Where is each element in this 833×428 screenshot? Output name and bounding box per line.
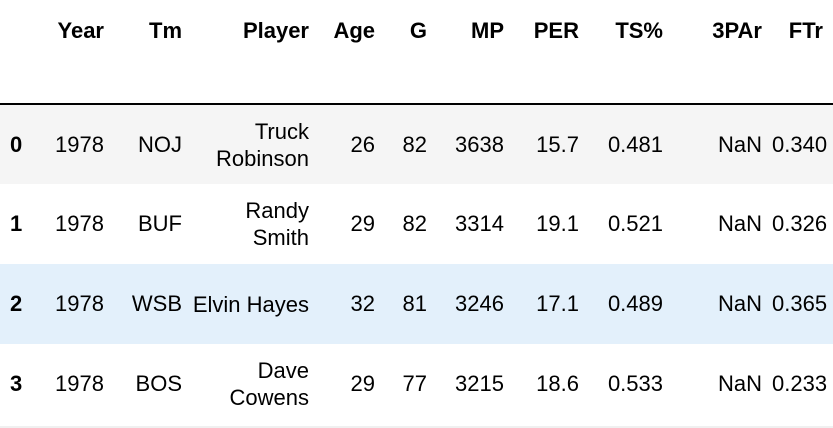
cell-ftr: 0.326 — [772, 211, 828, 236]
cell-g: 77 — [402, 371, 427, 396]
index-header — [0, 0, 34, 105]
column-header-ftr: FTr — [772, 0, 833, 105]
cell-per: 18.6 — [536, 371, 579, 396]
row-index: 0 — [10, 131, 23, 157]
column-header-year: Year — [34, 0, 114, 105]
cell-3par: NaN — [717, 131, 762, 157]
cell-g: 82 — [402, 131, 427, 157]
cell-player: Dave Cowens — [229, 358, 309, 410]
cell-tm: NOJ — [138, 131, 182, 157]
column-header-player: Player — [192, 0, 319, 105]
cell-ftr: 0.365 — [772, 291, 828, 316]
column-header-g: G — [385, 0, 437, 105]
cell-ts-pct: 0.521 — [607, 211, 663, 236]
column-header-tm: Tm — [114, 0, 192, 105]
cell-ts-pct: 0.489 — [607, 291, 663, 316]
cell-year: 1978 — [55, 291, 104, 316]
cell-tm: WSB — [131, 291, 182, 316]
cell-mp: 3215 — [455, 371, 504, 396]
cell-3par: NaN — [717, 211, 762, 236]
cell-mp: 3638 — [455, 131, 504, 157]
row-index: 1 — [10, 211, 23, 236]
cell-mp: 3246 — [455, 291, 504, 316]
cell-age: 26 — [350, 131, 375, 157]
cell-ftr: 0.233 — [772, 371, 828, 396]
cell-age: 32 — [350, 291, 375, 316]
table-row: 0 1978 NOJ Truck Robinson 26 82 3638 15.… — [0, 104, 833, 184]
cell-3par: NaN — [717, 371, 762, 396]
cell-g: 82 — [402, 211, 427, 236]
row-index: 3 — [10, 371, 23, 396]
cell-mp: 3314 — [455, 211, 504, 236]
cell-age: 29 — [350, 211, 375, 236]
cell-player: Truck Robinson — [216, 118, 309, 171]
column-header-mp: MP — [437, 0, 514, 105]
column-header-per: PER — [514, 0, 589, 105]
table-bottom-divider — [0, 426, 833, 428]
table-row: 2 1978 WSB Elvin Hayes 32 81 3246 17.1 0… — [0, 264, 833, 344]
cell-player: Randy Smith — [245, 198, 309, 250]
cell-player: Elvin Hayes — [192, 291, 309, 317]
cell-year: 1978 — [55, 131, 104, 157]
table-row: 3 1978 BOS Dave Cowens 29 77 3215 18.6 0… — [0, 344, 833, 424]
cell-tm: BUF — [138, 211, 182, 236]
cell-g: 81 — [402, 291, 427, 316]
cell-ts-pct: 0.533 — [607, 371, 663, 396]
cell-tm: BOS — [135, 371, 182, 396]
cell-ts-pct: 0.481 — [607, 131, 663, 157]
cell-per: 17.1 — [536, 291, 579, 316]
cell-ftr: 0.340 — [772, 131, 828, 157]
cell-3par: NaN — [717, 291, 762, 316]
cell-per: 19.1 — [536, 211, 579, 236]
table-header-row: Year Tm Player Age G MP PER TS% 3PAr FTr — [0, 0, 833, 105]
row-index: 2 — [10, 291, 23, 316]
cell-age: 29 — [350, 371, 375, 396]
column-header-3par: 3PAr — [673, 0, 772, 105]
table-row: 1 1978 BUF Randy Smith 29 82 3314 19.1 0… — [0, 184, 833, 264]
cell-per: 15.7 — [536, 131, 579, 157]
column-header-ts-pct: TS% — [589, 0, 673, 105]
cell-year: 1978 — [55, 371, 104, 396]
column-header-age: Age — [319, 0, 385, 105]
cell-year: 1978 — [55, 211, 104, 236]
